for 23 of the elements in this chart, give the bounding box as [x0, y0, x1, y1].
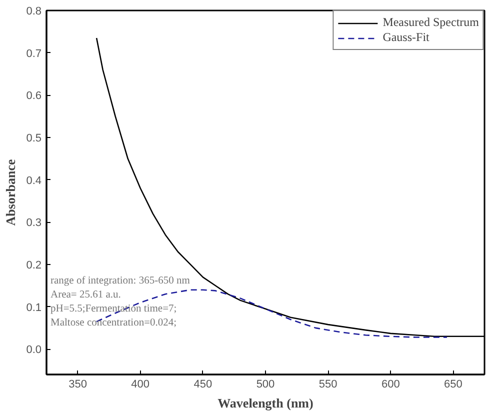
x-tick-label: 500 [256, 378, 275, 390]
y-tick-label: 0.3 [26, 217, 42, 230]
x-tick-label: 450 [194, 378, 212, 390]
x-tick-label: 550 [318, 378, 338, 390]
y-tick-label: 0.0 [26, 344, 42, 356]
annotation: Maltose concentration=0.024; [50, 318, 177, 328]
x-tick-label: 350 [68, 378, 87, 390]
y-axis-title: Absorbance [3, 159, 18, 226]
legend-label: Gauss-Fit [382, 30, 430, 45]
x-tick-label: 600 [381, 378, 400, 390]
x-tick-label: 400 [131, 378, 150, 390]
y-tick-label: 0.2 [26, 259, 42, 272]
annotation: range of integration: 365-650 nm [50, 276, 190, 286]
y-tick-label: 0.4 [26, 174, 42, 187]
y-tick-label: 0.5 [26, 132, 42, 144]
y-tick-label: 0.8 [26, 6, 42, 18]
x-axis-title: Wavelength (nm) [218, 396, 314, 410]
legend-label: Measured Spectrum [382, 15, 479, 30]
y-tick-label: 0.7 [26, 48, 42, 60]
x-tick-label: 650 [444, 378, 462, 390]
y-tick-label: 0.1 [26, 302, 42, 314]
y-tick-label: 0.6 [26, 90, 42, 102]
annotation: Area= 25.61 a.u. [50, 290, 121, 300]
